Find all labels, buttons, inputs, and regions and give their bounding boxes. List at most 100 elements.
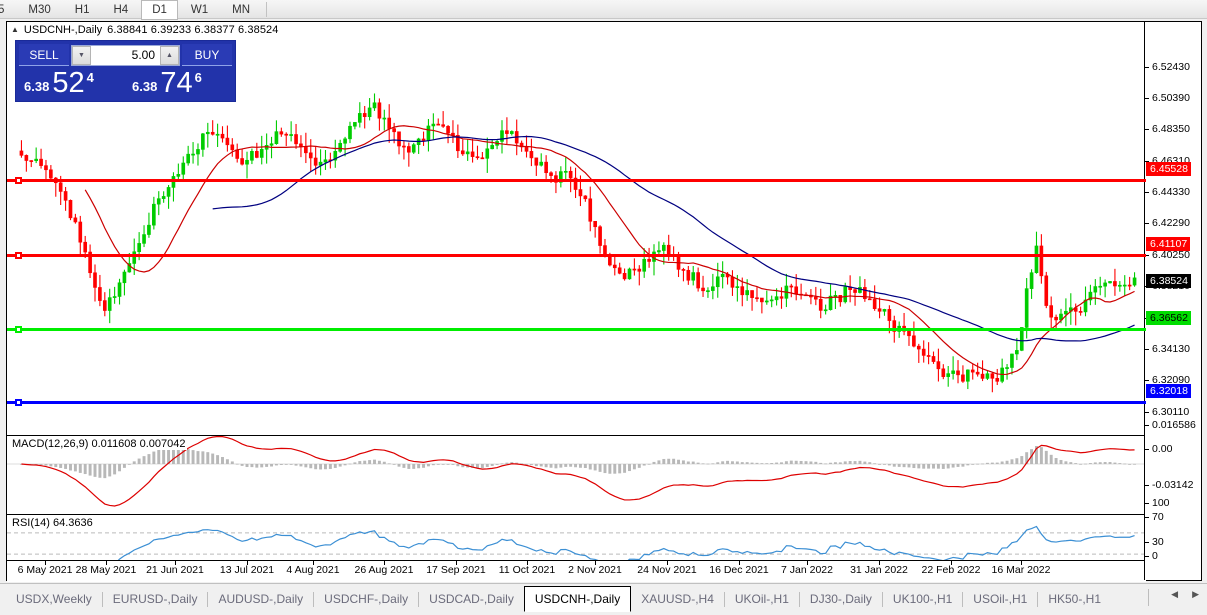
price-axis-label-black[interactable]: 6.38524 [1146, 274, 1191, 288]
price-axis-tick: 6.32090 [1145, 375, 1190, 386]
triangle-up-icon[interactable]: ▲ [11, 24, 19, 34]
price-axis-tick: 6.48350 [1145, 124, 1190, 135]
chart-tab-xauusd-h4[interactable]: XAUUSD-,H4 [641, 592, 714, 606]
buy-price-display[interactable]: 6.38 74 6 [127, 67, 232, 98]
chart-header: ▲ USDCNH-,Daily 6.38841 6.39233 6.38377 … [7, 22, 1201, 37]
tab-divider [207, 591, 209, 607]
triangle-left-icon[interactable]: ◀ [1171, 589, 1179, 599]
chart-tab-eurusd-daily[interactable]: EURUSD-,Daily [112, 592, 198, 606]
chart-tab-usoil-h1[interactable]: USOil-,H1 [973, 592, 1028, 606]
price-axis-tick: 6.42290 [1145, 218, 1190, 229]
resistance-line-1[interactable] [7, 177, 1146, 184]
tab-scroll-controls[interactable]: ◀ ▶ [1171, 590, 1199, 599]
timeframe-button-mn[interactable]: MN [232, 3, 251, 16]
chart-symbol-label: USDCNH-,Daily [23, 23, 103, 36]
chart-tab-bar: USDX,Weekly EURUSD-,Daily AUDUSD-,Daily USD… [0, 583, 1207, 615]
date-axis-tick [879, 561, 880, 565]
macd-scale-tick: 0.00 [1145, 444, 1172, 455]
macd-scale-tick: -0.03142 [1145, 480, 1193, 491]
chart-ohlc-values: 6.38841 6.39233 6.38377 6.38524 [107, 23, 279, 36]
chart-tab-usdcad-daily[interactable]: USDCAD-,Daily [429, 592, 514, 606]
tab-divider [962, 591, 964, 607]
pane-divider-2 [7, 514, 1146, 515]
chart-tab-uk100-h1[interactable]: UK100-,H1 [892, 592, 953, 606]
buy-price-fraction: 6 [194, 70, 202, 85]
macd-title-label: MACD(12,26,9) 0.011608 0.007042 [12, 438, 188, 450]
price-axis-tick: 6.46310 [1145, 156, 1190, 167]
timeframe-button-h4[interactable]: H4 [113, 3, 129, 16]
price-axis[interactable]: 6.52430 6.50390 6.48350 6.46310 6.44330 6.422… [1144, 22, 1201, 580]
chevron-down-icon[interactable]: ▼ [72, 45, 91, 65]
chart-tab-ukoil-h1[interactable]: UKOil-,H1 [734, 592, 789, 606]
chart-tab-usdchf-daily[interactable]: USDCHF-,Daily [324, 592, 409, 606]
macd-scale-tick: 0.016586 [1145, 420, 1196, 431]
triangle-right-icon[interactable]: ▶ [1192, 589, 1199, 599]
chart-tab-dj30-daily[interactable]: DJ30-,Daily [809, 592, 872, 606]
sell-price-prefix: 6.38 [24, 79, 50, 94]
date-axis[interactable]: 6 May 2021 28 May 2021 21 Jun 2021 13 Jul 2… [7, 560, 1146, 580]
sell-price-main: 52 [52, 67, 85, 99]
timeframe-button-d1[interactable]: D1 [141, 0, 178, 20]
price-chart-pane[interactable] [7, 37, 1146, 435]
date-axis-tick [45, 561, 46, 565]
rsi-scale-tick: 0 [1145, 551, 1158, 562]
buy-button[interactable]: BUY [182, 44, 232, 66]
timeframe-toolbar: 5 M30 H1 H4 D1 W1 MN [0, 0, 1207, 20]
sell-price-fraction: 4 [86, 70, 94, 85]
timeframe-button-h1[interactable]: H1 [74, 3, 90, 16]
line-anchor-handle[interactable] [15, 399, 22, 406]
line-anchor-handle[interactable] [15, 177, 22, 184]
buy-price-prefix: 6.38 [132, 79, 158, 94]
price-axis-tick: 6.40250 [1145, 250, 1190, 261]
date-axis-tick [384, 561, 385, 565]
timeframe-button-m30[interactable]: M30 [28, 3, 51, 16]
base-line[interactable] [7, 399, 1146, 406]
price-axis-label-blue[interactable]: 6.32018 [1146, 384, 1191, 398]
chart-window[interactable]: ▲ USDCNH-,Daily 6.38841 6.39233 6.38377 … [6, 21, 1202, 582]
date-axis-label: 17 Sep 2021 [426, 564, 486, 576]
price-axis-label-red[interactable]: 6.45528 [1146, 162, 1191, 176]
price-axis-tick: 6.34130 [1145, 344, 1190, 355]
rsi-scale-tick: 100 [1145, 498, 1170, 509]
date-axis-label: 13 Jul 2021 [219, 564, 275, 576]
date-axis-label: 24 Nov 2021 [637, 564, 697, 576]
tab-separator [1148, 589, 1149, 606]
one-click-trading-panel[interactable]: SELL ▼ 5.00 ▲ BUY 6.38 52 4 6.38 74 6 [15, 40, 236, 102]
price-axis-tick: 6.52430 [1145, 62, 1190, 73]
date-axis-label: 7 Jan 2022 [781, 564, 833, 576]
date-axis-label: 31 Jan 2022 [850, 564, 908, 576]
sell-button[interactable]: SELL [19, 44, 69, 66]
date-axis-tick [739, 561, 740, 565]
date-axis-label: 11 Oct 2021 [498, 564, 556, 576]
tab-divider [881, 591, 883, 607]
date-axis-tick [807, 561, 808, 565]
timeframe-button-w1[interactable]: W1 [190, 3, 209, 16]
resistance-line-2[interactable] [7, 252, 1146, 259]
timeframe-button-group[interactable]: 5 M30 H1 H4 D1 W1 MN [0, 0, 271, 20]
sell-price-display[interactable]: 6.38 52 4 [19, 67, 124, 98]
volume-stepper[interactable]: ▼ 5.00 ▲ [71, 44, 180, 66]
buy-price-main: 74 [160, 67, 193, 99]
price-axis-label-green[interactable]: 6.36562 [1146, 311, 1191, 325]
macd-indicator-pane[interactable]: MACD(12,26,9) 0.011608 0.007042 [7, 436, 1146, 514]
line-anchor-handle[interactable] [15, 252, 22, 259]
chart-tabs[interactable]: USDX,Weekly EURUSD-,Daily AUDUSD-,Daily USD… [6, 586, 1111, 612]
rsi-scale-tick: 30 [1145, 537, 1164, 548]
volume-input[interactable]: 5.00 [91, 45, 160, 65]
rsi-title-label: RSI(14) 64.3636 [12, 517, 95, 529]
chart-tab-usdcnh-daily[interactable]: USDCNH-,Daily [523, 586, 632, 612]
date-axis-label: 28 May 2021 [75, 564, 137, 576]
support-line[interactable] [7, 326, 1146, 333]
price-axis-label-red[interactable]: 6.41107 [1146, 237, 1191, 251]
date-axis-tick [456, 561, 457, 565]
chart-tab-audusd-daily[interactable]: AUDUSD-,Daily [218, 592, 304, 606]
chart-tab-usdx-weekly[interactable]: USDX,Weekly [16, 592, 92, 606]
date-axis-tick [951, 561, 952, 565]
timeframe-button-5[interactable]: 5 [0, 3, 5, 16]
chart-tab-hk50-h1[interactable]: HK50-,H1 [1048, 592, 1101, 606]
line-anchor-handle[interactable] [15, 326, 22, 333]
date-axis-tick [527, 561, 528, 565]
tab-divider [1037, 591, 1039, 607]
chevron-up-icon[interactable]: ▲ [160, 45, 179, 65]
